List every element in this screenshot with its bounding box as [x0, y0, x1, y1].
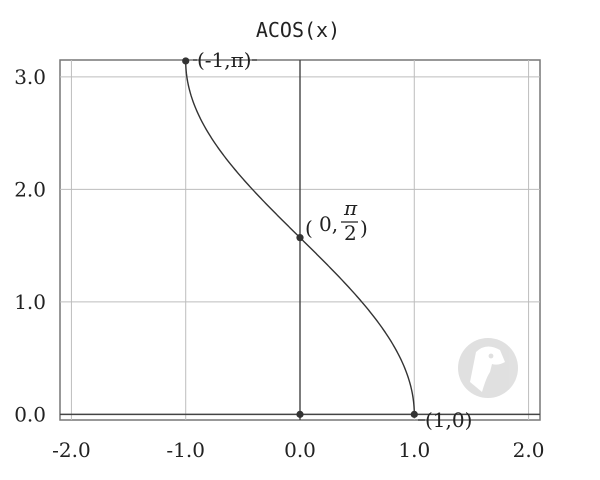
annotation-neg1-pi: (-1,π)	[197, 48, 252, 72]
annotation-zero: 0,	[319, 212, 338, 236]
chart-title: ACOS(x)	[256, 18, 340, 42]
data-point	[410, 410, 418, 418]
y-tick-label: 1.0	[14, 290, 46, 314]
data-point	[296, 234, 304, 242]
dino-logo-icon	[458, 338, 518, 398]
x-tick-label: 1.0	[398, 438, 430, 462]
x-tick-label: -2.0	[52, 438, 91, 462]
annotation-two: 2	[344, 221, 357, 245]
annotation-pi: π	[343, 196, 358, 220]
y-tick-label: 0.0	[14, 402, 46, 426]
y-tick-label: 2.0	[14, 177, 46, 201]
annotation-zero-pi-half: ( 0, π 2 )	[305, 196, 368, 245]
x-tick-label: 2.0	[513, 438, 545, 462]
data-point	[182, 57, 190, 65]
y-tick-label: 3.0	[14, 65, 46, 89]
data-point	[296, 410, 304, 418]
tick-labels: -2.0 -1.0 0.0 1.0 2.0 0.0 1.0 2.0 3.0	[14, 65, 544, 462]
annotation-open-paren: (	[305, 216, 313, 240]
x-tick-label: 0.0	[284, 438, 316, 462]
x-tick-label: -1.0	[166, 438, 205, 462]
annotation-one-zero: (1,0)	[425, 408, 472, 432]
data-points	[182, 57, 418, 418]
annotation-close-paren: )	[360, 216, 368, 240]
